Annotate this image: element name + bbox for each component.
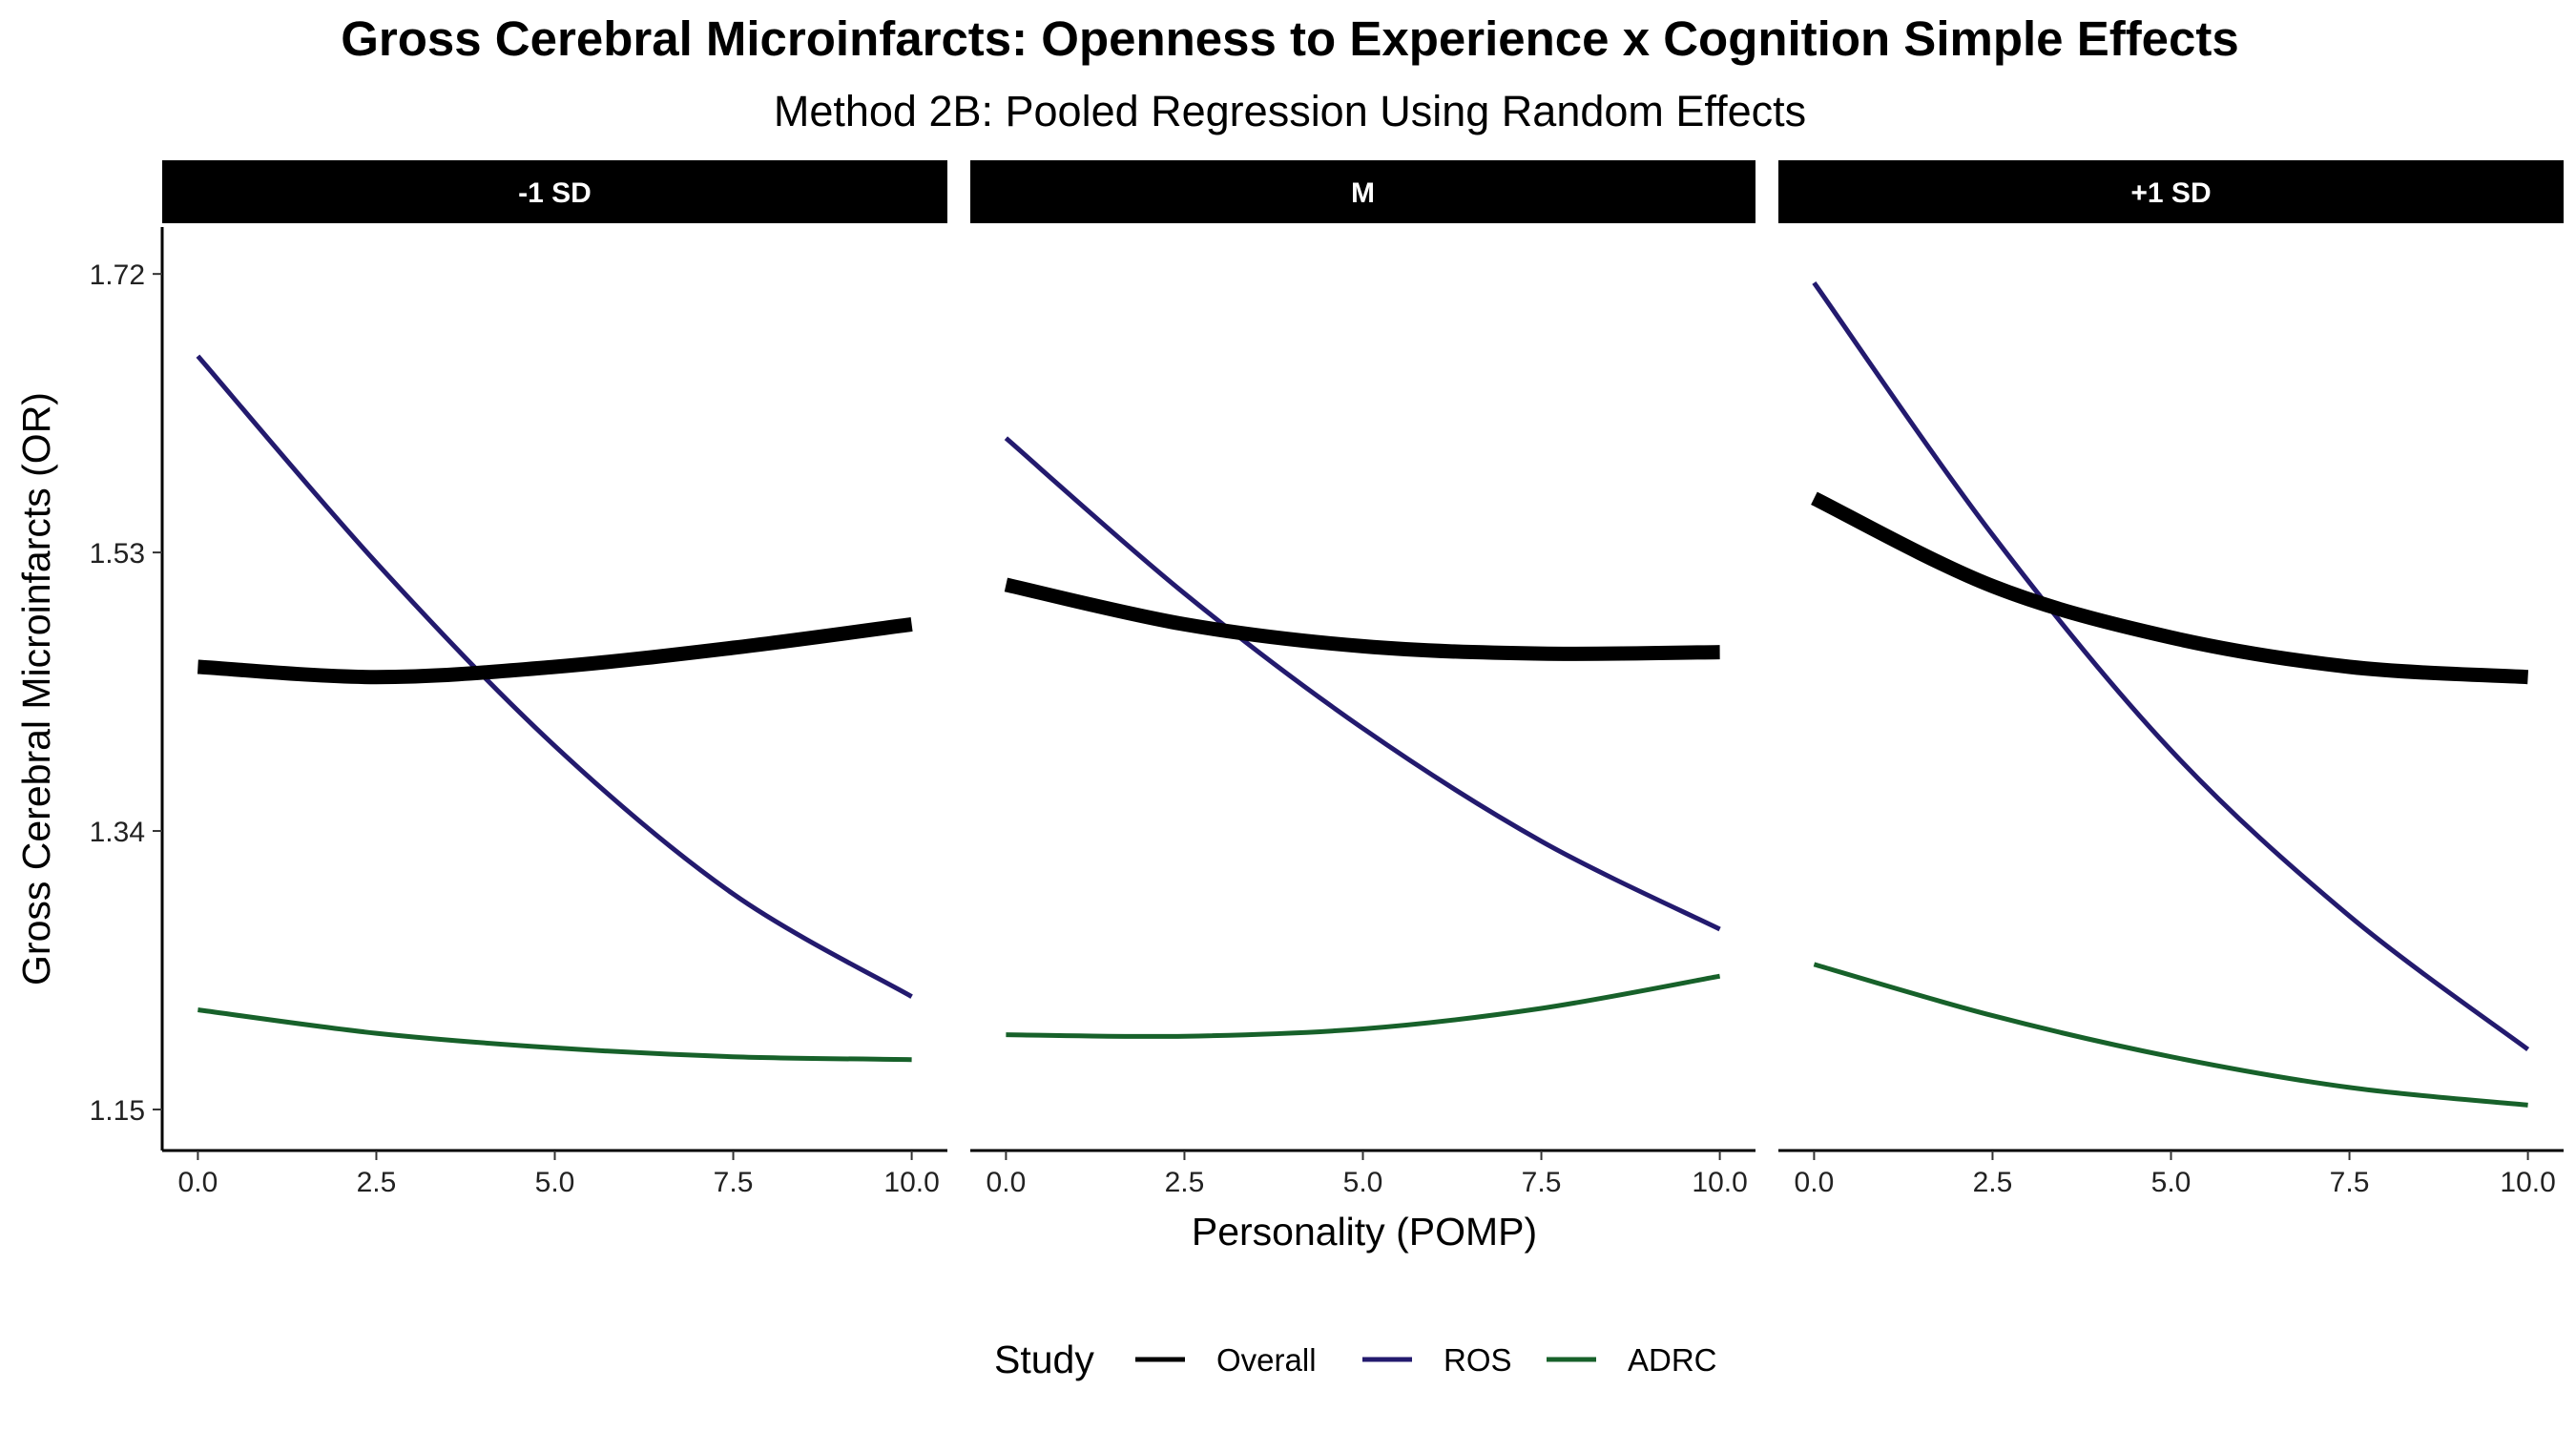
chart-subtitle: Method 2B: Pooled Regression Using Rando… — [774, 87, 1806, 135]
series-line-adrc-3 — [1813, 962, 2528, 1108]
facet-strip-label: M — [1351, 177, 1375, 209]
x-tick-label: 2.5 — [1165, 1167, 1205, 1198]
x-tick-label: 5.0 — [1343, 1167, 1383, 1198]
facet-panels: -1 SD0.0 2.5 5.0 7.5 10.0M0.0 2.5 5.0 7.5 10.0+1… — [162, 160, 2564, 1198]
x-axis-title: Personality (POMP) — [1192, 1210, 1537, 1254]
series-line-ros-2 — [1004, 436, 1721, 932]
series-line-ros-3 — [1812, 280, 2530, 1052]
y-axis: 1.15 1.34 1.53 1.72 — [90, 227, 164, 1151]
facet-strip — [162, 160, 947, 223]
legend-label-adrc: ADRC — [1628, 1342, 1717, 1378]
legend-label-ros: ROS — [1444, 1342, 1512, 1378]
x-tick-label: 0.0 — [987, 1167, 1027, 1198]
y-tick-label: 1.34 — [90, 817, 145, 848]
series-line-ros-1 — [196, 354, 913, 999]
x-tick-label: 10.0 — [1692, 1167, 1747, 1198]
legend-title: Study — [994, 1338, 1094, 1381]
x-tick-label: 5.0 — [535, 1167, 575, 1198]
series-line-overall-2 — [1004, 577, 1720, 661]
facet-strip-label: -1 SD — [518, 177, 592, 209]
facet-strip — [970, 160, 1755, 223]
y-tick-label: 1.72 — [90, 259, 145, 291]
x-tick-label: 0.0 — [1795, 1167, 1835, 1198]
series-line-overall-3 — [1811, 491, 2529, 685]
chart-title: Gross Cerebral Microinfarcts: Openness t… — [341, 11, 2239, 66]
y-tick-label: 1.53 — [90, 538, 145, 570]
facet-strip-label: +1 SD — [2130, 177, 2211, 209]
x-tick-label: 2.5 — [1973, 1167, 2013, 1198]
x-tick-label: 0.0 — [178, 1167, 218, 1198]
x-tick-label: 5.0 — [2151, 1167, 2192, 1198]
facet-strip — [1778, 160, 2564, 223]
x-tick-label: 7.5 — [1522, 1167, 1562, 1198]
facet-panel: -1 SD 0.0 2.5 5.0 7.5 10.0 — [162, 160, 947, 1198]
series-line-overall-1 — [197, 616, 913, 685]
legend: Study Overall ROS ADRC — [994, 1338, 1717, 1381]
legend-label-overall: Overall — [1216, 1342, 1317, 1378]
series-line-adrc-2 — [1006, 973, 1721, 1039]
y-axis-title: Gross Cerebral Microinfarcts (OR) — [14, 392, 58, 985]
x-tick-label: 7.5 — [714, 1167, 754, 1198]
series-line-adrc-1 — [197, 1007, 912, 1063]
facet-panel: +1 SD 0.0 2.5 5.0 7.5 10.0 — [1778, 160, 2564, 1198]
y-tick-label: 1.15 — [90, 1095, 145, 1127]
facet-panel: M 0.0 2.5 5.0 7.5 10.0 — [970, 160, 1755, 1198]
x-tick-label: 10.0 — [883, 1167, 939, 1198]
x-tick-label: 2.5 — [357, 1167, 397, 1198]
x-tick-label: 7.5 — [2330, 1167, 2370, 1198]
x-tick-label: 10.0 — [2500, 1167, 2555, 1198]
